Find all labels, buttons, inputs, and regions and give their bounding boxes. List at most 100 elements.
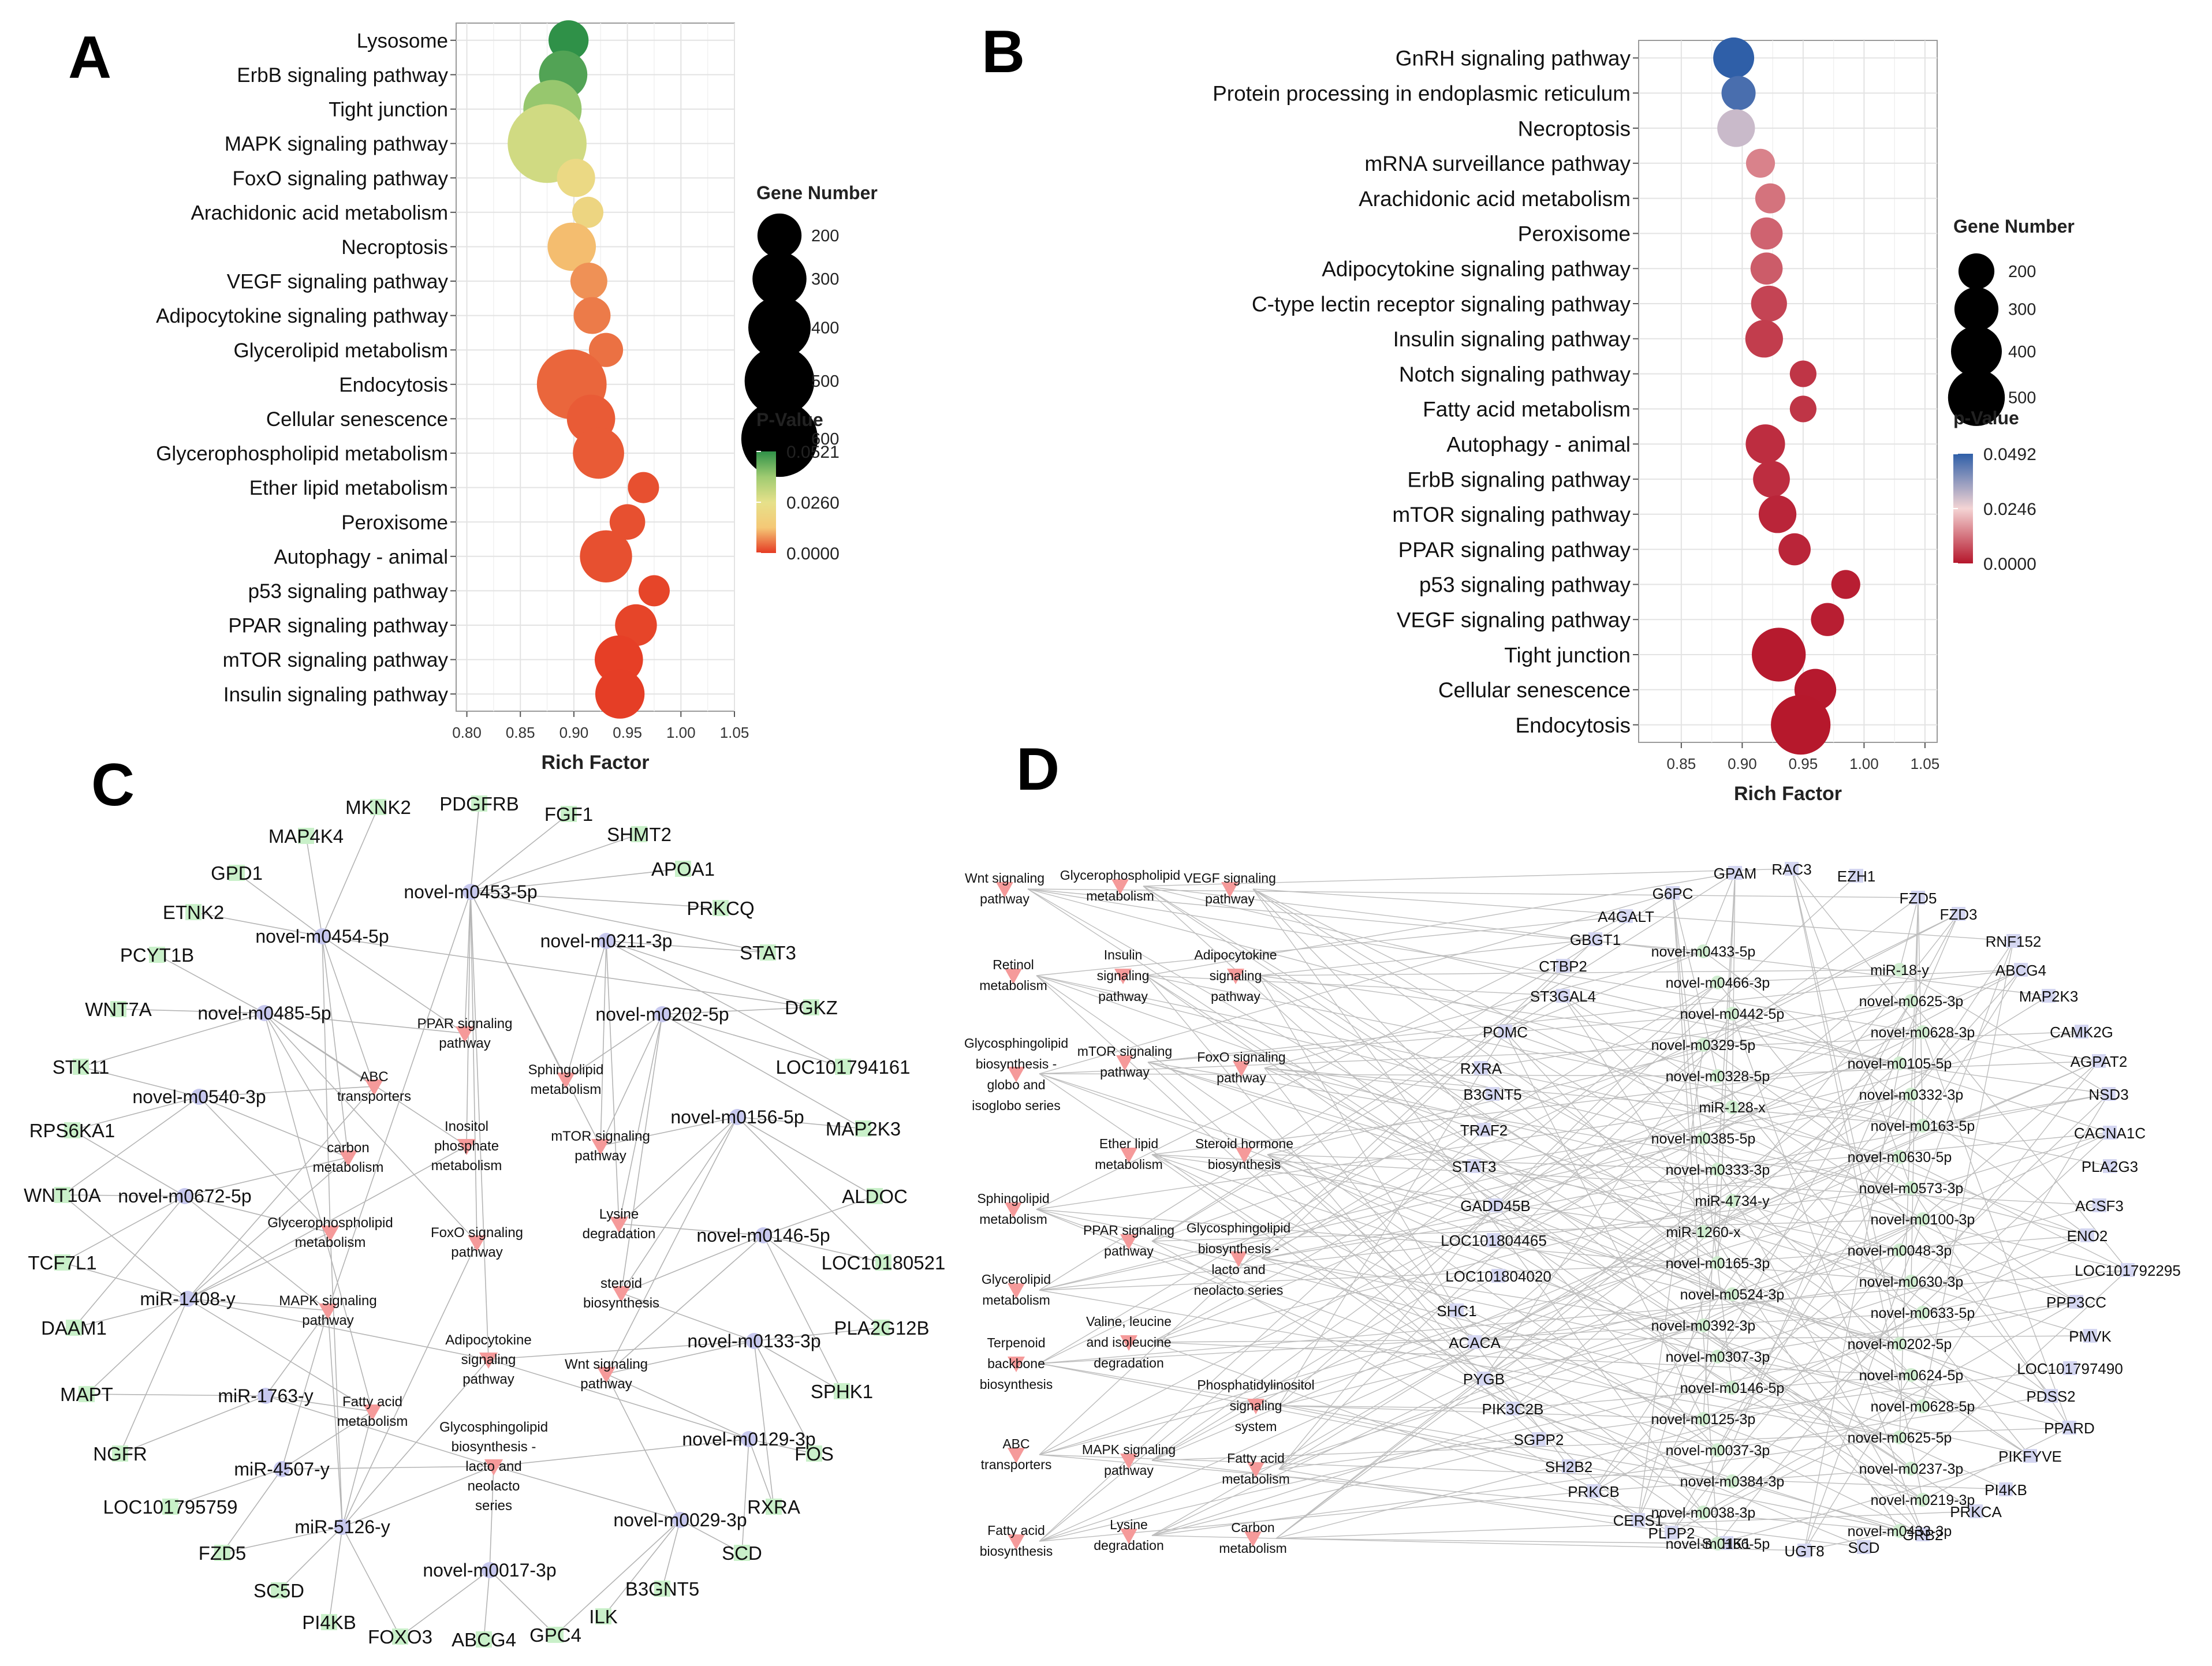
gene-label: LOC101792295 [2075,1262,2181,1279]
gene-node [54,1187,70,1203]
network-edge [1278,1405,1704,1420]
network-edge [1512,1374,1912,1409]
network-edge [1717,1060,2099,1544]
network-edge [1252,888,1718,1170]
network-edge [1039,1454,1900,1531]
y-tick-label: Autophagy - animal [274,546,448,568]
gene-label: GRB2 [1903,1526,1944,1544]
pathway-label: Fatty acid metabolism [1222,1451,1290,1486]
gene-label: CAMK2G [2050,1023,2113,1041]
network-edge [265,1395,373,1412]
network-edge [1483,1169,1718,1379]
mirna-label: miR-128-x [1699,1100,1766,1116]
data-point [570,263,607,300]
network-edge [1672,892,1718,1077]
network-edge [1039,1093,1493,1364]
gene-label: ACSF3 [2075,1197,2124,1215]
network-edge [1732,872,1736,1108]
network-edge [80,1013,265,1067]
network-edge [1671,1250,1900,1533]
gene-node [1556,959,1570,973]
y-tick-label: Insulin signaling pathway [1393,327,1631,351]
gene-node [2121,1263,2135,1277]
network-edge [80,1066,200,1097]
gene-node [1631,1513,1645,1527]
size-legend-label: 300 [811,270,839,289]
gene-node [1491,1269,1505,1283]
network-edge [1732,969,2021,1295]
network-edge [621,1116,738,1294]
y-tick-label: Tight junction [329,99,448,121]
network-edge [1278,1044,1704,1470]
mirna-label: novel-m0453-5p [404,881,537,902]
pathway-node [1233,1061,1250,1077]
network-edge [1637,1356,1718,1521]
mirna-label: novel-m0038-3p [1651,1505,1756,1521]
mirna-node [180,1291,196,1307]
gene-node [547,1627,564,1643]
network-edge [1804,1374,1912,1551]
pathway-label: ABC transporters [981,1436,1052,1472]
network-edge [737,1116,875,1197]
network-edge [1036,975,1482,1069]
network-edge [754,1340,842,1392]
network-edge [1252,888,1484,1130]
pathway-node [597,1367,616,1383]
y-tick-label: Tight junction [1504,643,1631,667]
network-edge [264,1013,465,1034]
mirna-node [1696,1412,1710,1426]
mirna-label: novel-m0332-3p [1859,1087,1964,1103]
color-legend-label: 0.0000 [1983,555,2036,574]
mirna-label: miR-4507-y [234,1459,329,1480]
gene-label: SHC1 [1437,1302,1476,1320]
pathway-node [1247,1462,1264,1478]
size-legend-label: 500 [811,372,839,391]
y-tick-label: Arachidonic acid metabolism [191,201,448,224]
network-edge [1275,1200,1733,1539]
network-edge [618,1223,764,1236]
mirna-node [741,1431,757,1447]
network-edge [187,1298,489,1360]
size-legend-marker [752,252,807,306]
network-edge [187,1298,373,1412]
network-edge [264,1013,373,1412]
mirna-node [1711,976,1725,989]
gene-label: EZH1 [1837,868,1875,885]
gene-node [1797,1544,1811,1557]
mirna-label: novel-m0156-5p [670,1107,804,1127]
gene-node [1562,1459,1576,1473]
network-edge [1562,995,1900,1531]
network-edge [606,1340,755,1374]
gene-label: FOS [794,1443,834,1465]
mirna-node [1696,1225,1710,1239]
gene-node [66,1320,82,1336]
panel-label: D [1016,736,1060,803]
mirna-node [1711,1069,1725,1083]
y-tick-label: Peroxisome [341,511,448,534]
gene-label: ACACA [1449,1334,1501,1351]
mirna-node [598,933,614,949]
mirna-label: novel-m0466-3p [1666,975,1770,991]
network-edge [606,1116,738,1374]
network-edge [1703,1044,2077,1302]
gene-label: DAAM1 [41,1317,107,1339]
gene-node [803,999,819,1015]
network-edge [1151,1154,2100,1206]
mirna-node [1711,1350,1725,1364]
size-legend-label: 200 [811,227,839,245]
size-legend-label: 200 [2008,263,2036,281]
y-tick-label: Autophagy - animal [1446,433,1631,457]
pathway-node [457,1139,476,1155]
network-edge [493,1466,681,1521]
mirna-label: novel-m0333-3p [1666,1162,1770,1178]
mirna-node [1711,1443,1725,1457]
gene-node [760,944,776,961]
gene-label: LOC101804020 [1445,1268,1551,1285]
network-edge [199,1096,349,1158]
gene-label: STAT3 [740,942,796,963]
mirna-label: miR-1260-x [1666,1224,1741,1241]
mirna-label: novel-m0156-5p [1666,1536,1770,1552]
network-edge [222,1526,343,1553]
pathway-node [1120,1335,1137,1351]
y-tick-label: MAPK signaling pathway [225,133,449,155]
